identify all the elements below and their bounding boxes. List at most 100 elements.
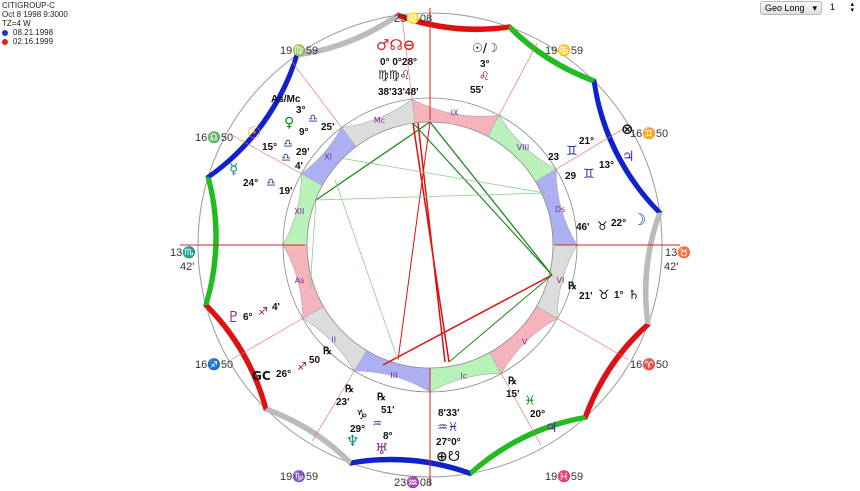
transit-2[interactable]: 02.16.1999 xyxy=(2,37,68,46)
venus-icon: ♀ xyxy=(284,115,294,131)
cusp-label: 16♐50 xyxy=(195,358,233,371)
pisces-icon: ♓ xyxy=(524,394,536,409)
svg-text:23': 23' xyxy=(336,397,350,408)
svg-text:50: 50 xyxy=(309,355,321,366)
libra-icon: ♎ xyxy=(283,137,293,150)
svg-text:38'33'48': 38'33'48' xyxy=(378,87,419,98)
svg-text:29': 29' xyxy=(296,147,310,158)
saturn-icon: ♄ xyxy=(628,288,640,303)
chart-date: Oct 8 1998 9:3000 xyxy=(2,10,68,19)
mars-node-glyph: ♂☊⊖ xyxy=(376,36,415,54)
zodiac-element-segment xyxy=(508,24,597,84)
node-group-glyph: ⊕☋ xyxy=(436,449,460,465)
svg-text:8°: 8° xyxy=(383,431,393,442)
cusp-label: 16♎50 xyxy=(195,131,233,144)
leo-icon: ♌ xyxy=(479,69,490,83)
aspect-line xyxy=(382,274,553,366)
cusp-labels: 23♌08 19♍59 19♋59 16♎50 16♊50 13♏ 42' 13… xyxy=(170,12,691,489)
aspect-line xyxy=(339,157,546,194)
part-of-fortune-icon: ⊗ xyxy=(621,120,634,138)
sign-glyph: ♍♍♌ xyxy=(378,68,410,82)
zodiac-element-segment xyxy=(203,176,219,306)
taurus-icon: ♉ xyxy=(598,288,610,303)
svg-text:19': 19' xyxy=(279,186,293,197)
cusp-label: 19♍59 xyxy=(280,44,318,57)
aspect-line xyxy=(309,199,317,291)
transit-1[interactable]: 08.21.1998 xyxy=(2,28,68,37)
mercury-icon: ☿ xyxy=(229,160,238,178)
chart-timezone: TZ=4 W xyxy=(2,19,31,28)
cusp-label: 19♋59 xyxy=(545,44,583,57)
gemini-icon: ♊ xyxy=(566,144,578,159)
controls: Geo Long ▾ 1 ▴ ▾ xyxy=(760,1,854,15)
svg-text:27°0°: 27°0° xyxy=(436,437,461,448)
svg-text:21': 21' xyxy=(579,291,593,302)
aspect-line xyxy=(448,274,553,363)
zodiac-element-segment xyxy=(642,212,663,326)
house-cusp-line xyxy=(311,370,355,442)
sagittarius-icon: ♐ xyxy=(258,305,268,318)
house-cusp-line xyxy=(229,133,302,174)
aquarius-icon: ♒ xyxy=(372,417,382,430)
house-label-xi: XI xyxy=(324,152,332,161)
aspect-line xyxy=(412,122,553,276)
moon-icon: ☽ xyxy=(632,210,646,229)
retrograde-icon: ℞ xyxy=(377,392,386,403)
retrograde-icon: ℞ xyxy=(323,346,332,357)
stepper-arrows-icon[interactable]: ▴ ▾ xyxy=(850,1,854,14)
red-dot-icon xyxy=(2,39,8,45)
svg-text:55': 55' xyxy=(470,85,484,96)
retrograde-icon: ℞ xyxy=(568,281,577,292)
house-label-ic: Ic xyxy=(460,372,467,381)
cusp-label-asc-min: 42' xyxy=(180,261,194,273)
svg-text:29: 29 xyxy=(565,171,577,182)
svg-text:22°: 22° xyxy=(611,218,626,229)
house-label-xii: XII xyxy=(294,207,304,216)
cusp-label: 16♈50 xyxy=(630,358,668,371)
house-cusp-line xyxy=(557,318,629,360)
cusp-label: 16♊50 xyxy=(630,127,668,140)
house-cusp-line xyxy=(401,17,413,100)
svg-text:20°: 20° xyxy=(530,409,545,420)
svg-text:13°: 13° xyxy=(599,160,614,171)
svg-text:46': 46' xyxy=(576,222,590,233)
retrograde-icon: ℞ xyxy=(508,376,517,387)
galactic-center-icon: GC xyxy=(252,369,271,383)
house-label-mc: Mc xyxy=(374,116,385,125)
cusp-label-ic: 23♒08 xyxy=(394,476,432,489)
retrograde-icon: ℞ xyxy=(345,384,354,395)
svg-text:51': 51' xyxy=(381,405,395,416)
svg-text:9°: 9° xyxy=(299,127,309,138)
svg-text:3°: 3° xyxy=(296,105,306,116)
cusp-label-ds: 13♉ xyxy=(665,246,691,259)
pluto-icon: ♇ xyxy=(227,308,240,326)
cusp-label-ds-min: 42' xyxy=(664,261,678,273)
house-label-ds: Ds xyxy=(555,205,565,214)
house-label-iii: III xyxy=(390,371,397,380)
dropdown-arrow-icon: ▾ xyxy=(812,2,817,13)
house-cusp-line xyxy=(555,126,627,170)
svg-text:3°: 3° xyxy=(480,59,490,70)
aspect-line xyxy=(417,122,446,363)
aspect-line xyxy=(429,121,553,276)
cusp-label-mc: 23♌08 xyxy=(394,12,432,25)
svg-text:6°: 6° xyxy=(243,312,253,323)
house-label-vi: VI xyxy=(556,276,564,285)
value-stepper[interactable]: 1 ▴ ▾ xyxy=(830,1,854,14)
chart-info: CITIGROUP-C Oct 8 1998 9:3000 TZ=4 W 08.… xyxy=(2,1,68,46)
cusp-label: 19♑59 xyxy=(280,470,318,483)
svg-text:4': 4' xyxy=(272,302,280,313)
planet-labels: ♂☊⊖ 0° 0°28° ♍♍♌ 38'33'48' ☉/☽ 3° ♌ 55' … xyxy=(227,36,646,465)
svg-text:29°: 29° xyxy=(350,424,365,435)
aspect-line xyxy=(397,121,431,361)
zodiac-element-segment xyxy=(349,456,471,477)
svg-text:15°: 15° xyxy=(262,142,277,153)
aspect-lines xyxy=(309,121,553,366)
zodiac-element-segment xyxy=(203,304,269,412)
mode-select[interactable]: Geo Long ▾ xyxy=(760,1,822,15)
taurus-icon: ♉ xyxy=(597,219,608,233)
aspect-line xyxy=(315,192,546,201)
sun-icon: ☉ xyxy=(247,123,261,142)
house-label-v: V xyxy=(522,337,528,346)
